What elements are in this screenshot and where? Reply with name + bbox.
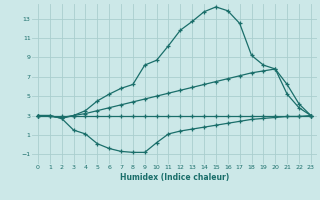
X-axis label: Humidex (Indice chaleur): Humidex (Indice chaleur) <box>120 173 229 182</box>
